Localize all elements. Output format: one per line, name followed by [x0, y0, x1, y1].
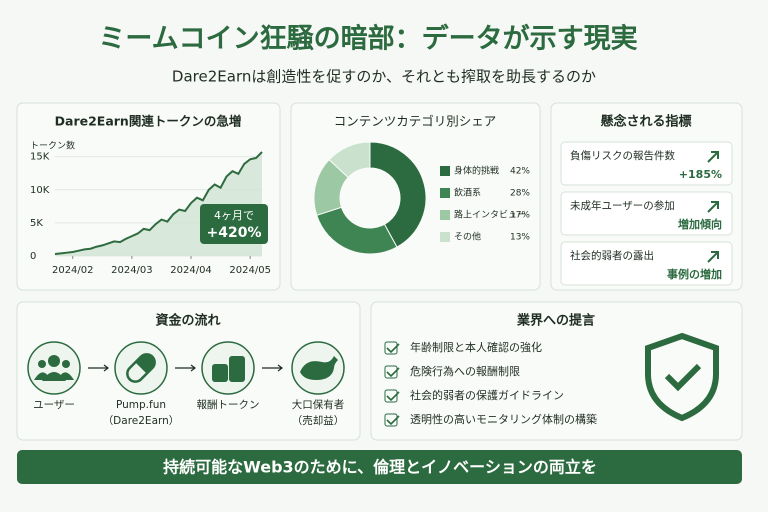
- arrows: [88, 364, 283, 372]
- proposal-item: 透明性の高いモニタリング体制の構築: [410, 412, 597, 426]
- check-icon: [386, 415, 400, 426]
- axis-label: トークン数: [30, 140, 75, 152]
- x-tick-label: 2024/03: [111, 265, 153, 276]
- callout-value: +420%: [207, 225, 262, 241]
- indicator-box: [560, 191, 733, 236]
- value-label: 28%: [510, 189, 530, 199]
- y-tick-label: 10K: [30, 185, 50, 196]
- x-tick-label: 2024/05: [229, 265, 271, 276]
- proposal-item: 年齢制限と本人確認の強化: [410, 340, 542, 354]
- y-tick-label: 5K: [30, 218, 43, 229]
- slice: [369, 141, 427, 248]
- check-icon: [386, 367, 400, 378]
- whale-icon: [300, 356, 338, 380]
- chart-title: コンテンツカテゴリ別シェア: [334, 114, 497, 129]
- legend-swatch: [440, 210, 450, 220]
- proposal-item: 社会的弱者の保護ガイドライン: [410, 388, 564, 402]
- legend-swatch: [440, 166, 450, 176]
- flow-icons: [27, 341, 345, 395]
- check-icon: [386, 391, 400, 402]
- trend-arrow: [707, 151, 719, 163]
- coins-icon: [212, 356, 245, 382]
- legend-label: その他: [454, 231, 481, 243]
- title: ミームコイン狂騒の暗部：データが示す現実: [98, 23, 637, 55]
- step-label: ユーザー: [33, 399, 75, 411]
- panel-title: 資金の流れ: [155, 313, 220, 329]
- flow-labels: ユーザー Pump.fun （Dare2Earn） 報酬トークン 大口保有者 （売却益）: [33, 398, 344, 427]
- legend-swatch: [440, 232, 450, 242]
- slice: [328, 141, 371, 179]
- legend-label: 路上インタビュー: [454, 209, 526, 221]
- indicator-value: 事例の増加: [667, 267, 722, 281]
- step-label: Pump.fun: [116, 399, 166, 411]
- check-icon: [386, 343, 400, 354]
- proposal-list: 年齢制限と本人確認の強化危険行為への報酬制限社会的弱者の保護ガイドライン透明性の…: [384, 340, 597, 427]
- proposal-item: 危険行為への報酬制限: [410, 364, 520, 378]
- y-tick-label: 0: [30, 251, 36, 262]
- y-tick-label: 15K: [30, 152, 50, 163]
- panel: [16, 301, 361, 441]
- indicator-box: [560, 141, 733, 186]
- indicator-label: 未成年ユーザーの参加: [570, 199, 675, 212]
- indicator-list: 負傷リスクの報告件数 +185% 未成年ユーザーの参加増加傾向社会的弱者の露出事例の…: [560, 141, 733, 286]
- indicator-label: 社会的弱者の露出: [570, 249, 654, 262]
- value-label: 42%: [510, 167, 530, 177]
- indicator-value: 増加傾向: [678, 217, 722, 231]
- panel-title: 業界への提言: [516, 313, 595, 329]
- x-tick-label: 2024/04: [170, 265, 212, 276]
- users-icon: [34, 355, 74, 381]
- indicator-box: [560, 241, 733, 286]
- trend-arrow: [707, 251, 719, 263]
- step-label: 大口保有者: [292, 398, 345, 411]
- check-box: [384, 389, 398, 403]
- callout: [200, 204, 268, 244]
- step-label: 報酬トークン: [197, 399, 260, 411]
- legend-swatch: [440, 188, 450, 198]
- value-label: 13%: [510, 233, 530, 243]
- check-box: [384, 413, 398, 427]
- shield-icon: [645, 332, 719, 422]
- check-box: [384, 341, 398, 355]
- x-tick-label: 2024/02: [52, 265, 94, 276]
- pill-icon: [126, 353, 156, 383]
- legend-label: 飲酒系: [454, 187, 481, 199]
- banner: [17, 450, 742, 484]
- trend-arrow: [707, 201, 719, 213]
- step-sublabel: （売却益）: [292, 414, 345, 427]
- indicator-value: +185%: [679, 168, 722, 181]
- panel-title: 懸念される指標: [600, 114, 691, 130]
- indicator-label: 負傷リスクの報告件数: [570, 149, 675, 162]
- check-box: [384, 365, 398, 379]
- line: [54, 151, 263, 256]
- icon: [27, 341, 81, 395]
- panel: [370, 301, 743, 441]
- banner-text: 持続可能なWeb3のために、倫理とイノベーションの両立を: [163, 458, 597, 477]
- chart-title: Dare2Earn関連トークンの急増: [55, 114, 242, 129]
- legend-label: 身体的挑戦: [454, 165, 499, 177]
- value-label: 17%: [510, 211, 530, 221]
- subtitle: Dare2Earnは創造性を促すのか、それとも搾取を助長するのか: [172, 68, 596, 86]
- step-sublabel: （Dare2Earn）: [103, 415, 180, 427]
- callout-text: 4ヶ月で: [214, 209, 254, 222]
